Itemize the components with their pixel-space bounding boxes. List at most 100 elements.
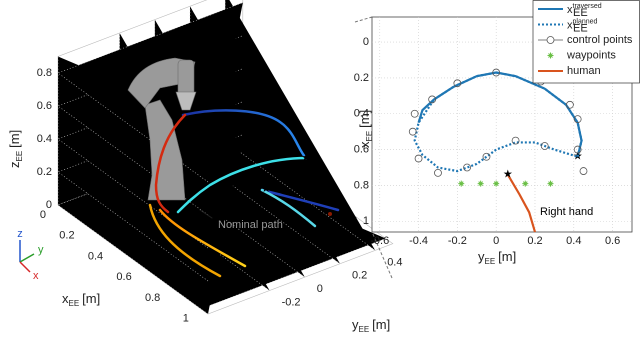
x-tick-label: -0.6 [370,235,389,247]
trajectory [158,208,247,268]
waypoint [547,180,554,187]
y-tick-label: 0.4 [354,108,369,120]
control-point [573,115,582,124]
control-point [511,136,520,145]
x-tick-label: 0.2 [59,230,74,242]
trajectories: ★ ★ [148,109,340,278]
control-point [482,152,491,161]
label-sub: EE [485,257,496,266]
trajectory [181,109,308,160]
z-tick-label: 0 [46,199,52,211]
label-sub: EE [69,299,80,308]
y-tick-label: 0.2 [352,270,367,282]
robot-arm [127,57,197,201]
x-axis-label: yEE [m] [478,249,516,266]
label-sub: EE [15,151,24,162]
label-sup: traversed [573,3,602,10]
frame-triad: z y x [17,228,44,282]
control-point [492,68,501,77]
label-unit: [m] [372,317,390,332]
legend-label: xtraversed [567,3,602,16]
grid-line [224,0,376,251]
trajectory [176,156,308,214]
label-main: x [62,291,69,306]
trajectory [260,188,340,212]
x-tick-label: 0.6 [605,235,620,247]
x-tick-label: 0.4 [88,250,103,262]
y-tick-label: 0.2 [354,72,369,84]
control-point [573,145,582,154]
x-tick-label: 0 [493,235,499,247]
y-tick-label: 0 [363,36,369,48]
control-point [428,95,437,104]
control-point [410,109,419,118]
annotation: Right hand [292,234,345,246]
waypoint [493,180,500,187]
hand-point [328,212,332,216]
trajectory [154,113,187,214]
series-line [413,71,583,173]
y-tick-label: 0.8 [354,179,369,191]
label-sup: planned [573,18,598,25]
x-tick-label: 1 [183,313,189,325]
control-point [414,154,423,163]
label-main: x [357,141,372,148]
y-axis-label: yEE [m] [352,317,390,334]
label-sub: EE [359,325,370,334]
legend-label: control points [567,34,633,46]
annotation: Left hand [200,280,246,292]
waypoint [458,180,465,187]
axis-arrow [19,253,35,263]
x-tick-label: 0 [40,209,46,221]
plot-2d: -0.6 -0.4 -0.2 0 0.2 0.4 0.600.20.40.60.81yEE[… [354,0,640,266]
y-tick-label: 0.6 [354,143,369,155]
z-tick-label: 0.4 [37,133,52,145]
legend-swatch [546,36,555,44]
x-tick-label: 0.2 [527,235,542,247]
legend-label: human [567,65,601,77]
label-sub: EE [365,131,374,142]
frame-label: y [38,244,44,256]
label-unit: [m] [82,291,100,306]
y-axis-label: xEE [m] [357,110,374,148]
frame-label: z [17,228,23,240]
legend-label: waypoints [566,49,616,61]
x-tick-label: 0.4 [566,235,581,247]
grid-line [154,19,305,278]
y-tick-label: 0.4 [387,256,402,268]
annotation: Right hand [540,206,593,218]
label-main: x [567,19,573,31]
x-tick-label: 0.6 [116,271,131,283]
legend-label-sub: EE [573,22,588,34]
star-marker: ★ [301,152,311,164]
x-axis-label: xEE [m] [62,291,100,308]
trajectory [148,203,222,278]
trajectory [260,188,317,228]
star-marker: ★ [261,183,271,195]
zoom-line [354,16,393,279]
control-point [463,163,471,172]
plot-3d: 00.20.40.60.81-0.200.20.400.20.40.60.8xE… [7,0,402,334]
label-unit: [m] [498,249,516,264]
label-main: y [478,249,485,264]
star-marker: ★ [503,169,513,181]
legend-label: xplanned [567,18,598,31]
waypoint [522,180,529,187]
legend-swatch [547,52,554,59]
series-line [506,174,537,233]
annotation: STOP [184,199,214,211]
control-point [434,168,442,177]
z-tick-label: 0.2 [37,166,52,178]
axis-arrow [19,261,31,273]
z-tick-label: 0.8 [37,67,52,79]
control-point [408,127,417,136]
annotation: Nominal path [218,219,283,231]
label-unit: [m] [357,110,372,128]
control-point [566,100,574,109]
waypoint [477,180,484,187]
control-point [579,167,588,175]
y-tick-label: 0 [317,283,323,295]
robot-gripper [175,91,197,111]
